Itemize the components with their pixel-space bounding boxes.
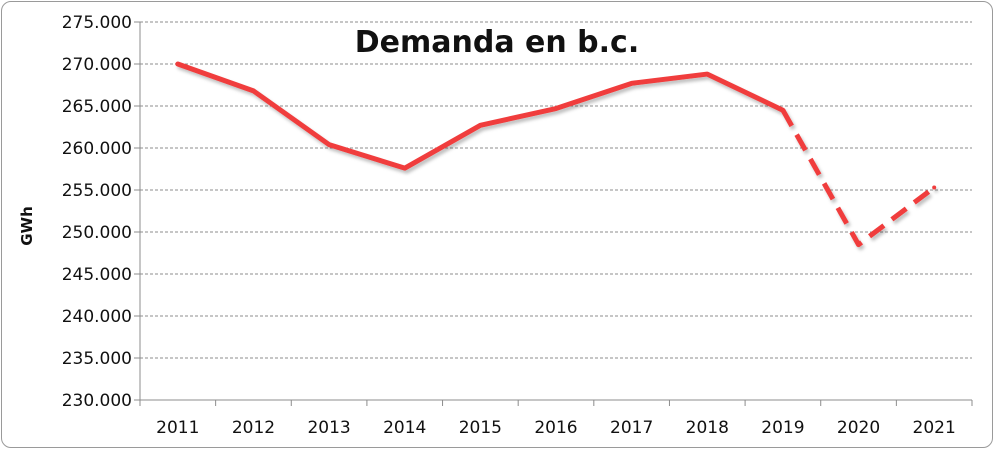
data-point-2016 — [554, 106, 558, 111]
data-point-2012 — [251, 88, 256, 93]
y-tick-label: 270.000 — [62, 55, 132, 75]
data-point-2021 — [932, 185, 937, 190]
y-axis-label: GWh — [18, 206, 36, 246]
x-tick-label: 2013 — [307, 418, 350, 438]
x-tick-label: 2012 — [232, 418, 275, 438]
y-tick-label: 275.000 — [62, 13, 132, 33]
grid-lines — [140, 21, 972, 359]
x-tick-label: 2021 — [913, 418, 956, 438]
y-tick-labels: 230.000 235.000 240.000 245.000 250.000 255.0… — [62, 13, 132, 411]
y-tick-label: 265.000 — [62, 97, 132, 117]
data-point-2018 — [705, 72, 710, 77]
y-tick-label: 250.000 — [62, 223, 132, 243]
chart-title: Demanda en b.c. — [355, 25, 639, 60]
x-tick-label: 2016 — [534, 418, 577, 438]
x-tick-label: 2019 — [761, 418, 804, 438]
data-point-2013 — [327, 142, 332, 147]
data-point-2019 — [780, 108, 785, 113]
data-point-2020 — [856, 242, 861, 247]
x-tick-labels: 2011 2012 2013 2014 2015 2016 2017 2018 2019 2020… — [156, 418, 956, 438]
y-tick-label: 235.000 — [62, 349, 132, 369]
x-tick-label: 2015 — [459, 418, 502, 438]
x-tick-label: 2018 — [686, 418, 729, 438]
axes — [134, 21, 973, 406]
y-tick-label: 240.000 — [62, 307, 132, 327]
data-point-2017 — [629, 81, 634, 86]
y-tick-label: 255.000 — [62, 181, 132, 201]
x-tick-label: 2020 — [837, 418, 880, 438]
x-tick-label: 2011 — [156, 418, 199, 438]
data-point-2014 — [402, 166, 407, 171]
x-tick-label: 2017 — [610, 418, 653, 438]
y-tick-label: 230.000 — [62, 391, 132, 411]
x-tick-label: 2014 — [383, 418, 426, 438]
y-tick-label: 245.000 — [62, 265, 132, 285]
data-point-2015 — [478, 123, 483, 128]
series-line-projected — [780, 108, 936, 248]
series-demand — [175, 61, 937, 248]
y-tick-label: 260.000 — [62, 139, 132, 159]
series-line-actual — [175, 61, 786, 171]
data-point-2011 — [175, 62, 180, 66]
